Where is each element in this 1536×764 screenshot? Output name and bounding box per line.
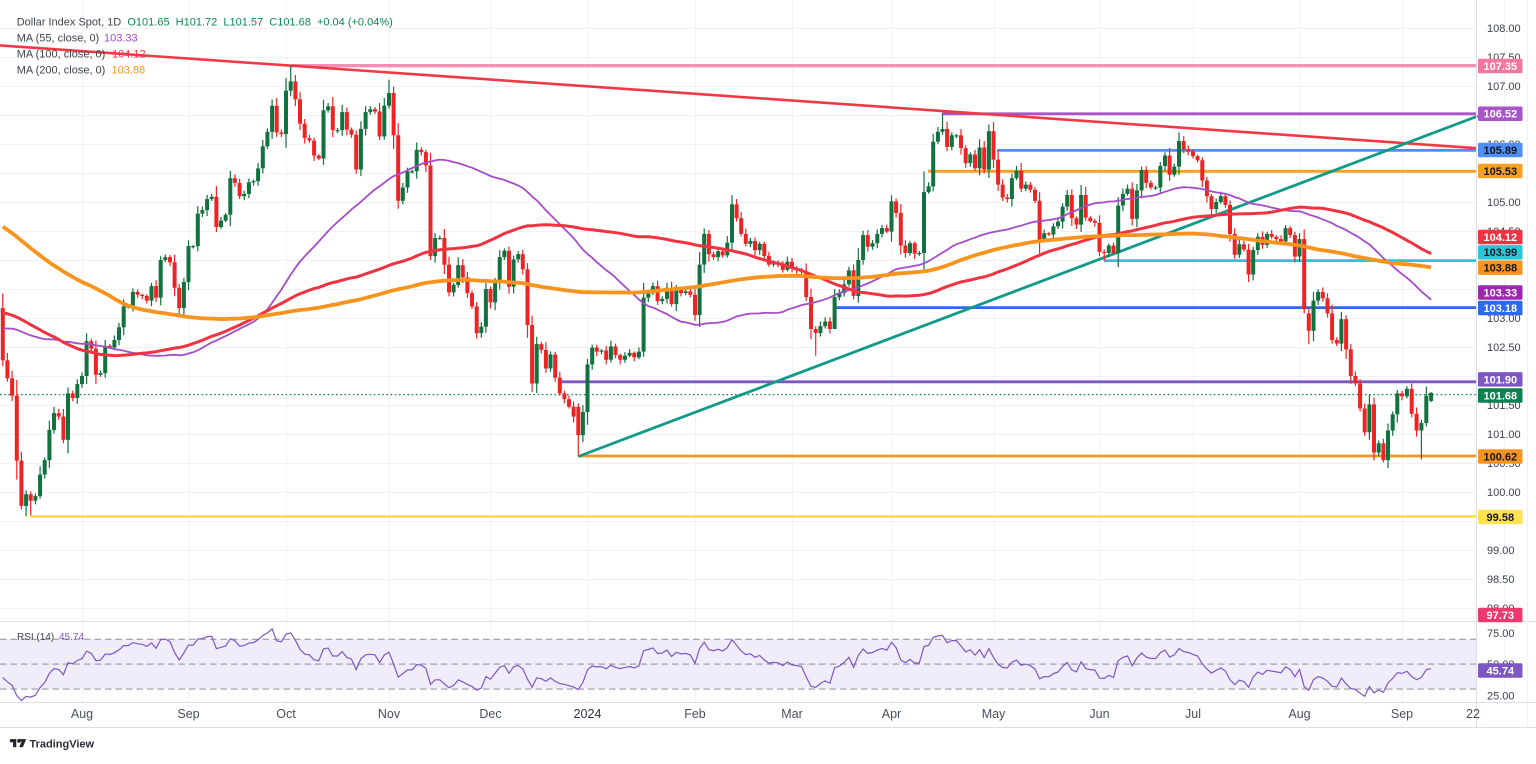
- svg-text:Nov: Nov: [378, 707, 401, 721]
- svg-text:103.88: 103.88: [112, 65, 146, 77]
- svg-text:MA (200, close, 0): MA (200, close, 0): [17, 65, 106, 77]
- svg-text:102.50: 102.50: [1487, 342, 1521, 354]
- svg-text:101.90: 101.90: [1483, 374, 1517, 386]
- svg-text:75.00: 75.00: [1487, 628, 1515, 640]
- svg-text:98.50: 98.50: [1487, 574, 1515, 586]
- svg-text:103.33: 103.33: [104, 33, 138, 45]
- svg-text:25.00: 25.00: [1487, 690, 1515, 702]
- svg-text:97.73: 97.73: [1487, 610, 1515, 622]
- svg-text:Oct: Oct: [276, 707, 296, 721]
- svg-text:Apr: Apr: [882, 707, 901, 721]
- svg-text:45.74: 45.74: [59, 632, 84, 643]
- svg-text:103.18: 103.18: [1483, 303, 1517, 315]
- svg-text:Sep: Sep: [177, 707, 199, 721]
- svg-text:106.52: 106.52: [1483, 109, 1517, 121]
- svg-text:TradingView: TradingView: [30, 738, 95, 750]
- svg-text:Mar: Mar: [781, 707, 803, 721]
- svg-text:Jun: Jun: [1089, 707, 1109, 721]
- svg-text:99.00: 99.00: [1487, 545, 1515, 557]
- svg-text:99.58: 99.58: [1487, 512, 1515, 524]
- svg-text:107.00: 107.00: [1487, 81, 1521, 93]
- svg-text:104.12: 104.12: [1483, 232, 1517, 244]
- svg-text:100.00: 100.00: [1487, 487, 1521, 499]
- svg-text:101.00: 101.00: [1487, 429, 1521, 441]
- svg-text:105.89: 105.89: [1483, 145, 1517, 157]
- svg-text:Aug: Aug: [1288, 707, 1310, 721]
- svg-text:May: May: [982, 707, 1006, 721]
- svg-text:MA (55, close, 0): MA (55, close, 0): [17, 33, 100, 45]
- svg-text:108.00: 108.00: [1487, 23, 1521, 35]
- svg-text:Aug: Aug: [71, 707, 93, 721]
- svg-text:103.99: 103.99: [1483, 247, 1517, 259]
- svg-text:RSI (14): RSI (14): [17, 632, 54, 643]
- svg-text:45.74: 45.74: [1487, 665, 1515, 677]
- svg-text:103.88: 103.88: [1483, 263, 1517, 275]
- svg-text:Dollar Index Spot, 1D O101.6: Dollar Index Spot, 1D O101.65 H101.72 L1…: [17, 17, 393, 29]
- svg-text:MA (100, close, 0): MA (100, close, 0): [17, 49, 106, 61]
- svg-text:103.33: 103.33: [1483, 287, 1517, 299]
- svg-text:22: 22: [1466, 707, 1480, 721]
- svg-text:105.00: 105.00: [1487, 197, 1521, 209]
- svg-text:107.35: 107.35: [1483, 61, 1517, 73]
- svg-text:Feb: Feb: [684, 707, 706, 721]
- svg-text:100.62: 100.62: [1483, 451, 1517, 463]
- svg-text:Sep: Sep: [1391, 707, 1413, 721]
- svg-text:101.68: 101.68: [1483, 390, 1517, 402]
- svg-text:Dec: Dec: [479, 707, 501, 721]
- svg-text:104.12: 104.12: [112, 49, 146, 61]
- svg-text:105.53: 105.53: [1483, 166, 1517, 178]
- svg-text:2024: 2024: [574, 707, 602, 721]
- svg-text:Jul: Jul: [1185, 707, 1201, 721]
